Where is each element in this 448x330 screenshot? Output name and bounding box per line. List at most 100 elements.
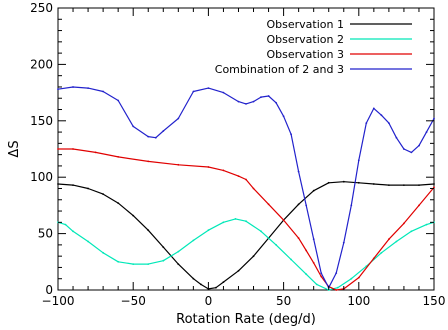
data-point-observation-3 [57,148,59,150]
data-point-observation-1 [177,263,180,265]
data-point-observation-2 [234,218,237,220]
data-point-combination-of-2-and-3 [305,204,308,207]
data-point-observation-1 [117,202,120,205]
data-point-observation-3 [433,186,435,189]
data-point-observation-1 [357,181,360,184]
data-point-observation-3 [147,160,150,163]
data-point-combination-of-2-and-3 [57,88,59,91]
data-point-observation-1 [433,183,435,185]
x-axis-label: Rotation Rate (deg/d) [176,312,316,327]
data-point-observation-2 [336,286,339,289]
data-point-observation-2 [132,263,135,265]
data-point-combination-of-2-and-3 [245,103,247,105]
x-tick-label: −100 [42,294,75,308]
data-point-combination-of-2-and-3 [433,117,435,120]
legend-label: Observation 2 [267,33,344,46]
data-point-combination-of-2-and-3 [395,136,398,139]
data-point-observation-2 [207,229,210,232]
data-point-observation-1 [342,180,345,183]
data-point-combination-of-2-and-3 [418,144,420,147]
data-point-observation-3 [222,169,225,172]
y-tick-label: 50 [38,227,53,241]
series-line-combination-of-2-and-3 [57,86,435,289]
data-point-observation-1 [162,246,165,249]
data-point-observation-1 [87,187,89,190]
data-point-observation-1 [237,269,240,272]
ticks-layer: −100 −50 0 50 100 150 0 50 100 150 200 250 [30,1,445,308]
data-point-observation-1 [102,193,104,196]
data-point-combination-of-2-and-3 [403,148,405,150]
data-point-combination-of-2-and-3 [267,95,270,97]
data-point-combination-of-2-and-3 [72,86,74,88]
y-tick-label: 100 [30,170,53,184]
data-point-observation-1 [403,184,405,187]
data-point-observation-2 [177,250,180,253]
data-point-observation-3 [72,148,74,150]
data-point-observation-3 [403,222,405,225]
data-point-observation-1 [215,286,217,289]
data-point-observation-2 [350,277,353,280]
x-tick-label: 50 [276,294,291,308]
data-point-combination-of-2-and-3 [350,204,353,207]
data-point-combination-of-2-and-3 [222,91,225,94]
data-point-observation-2 [315,283,318,286]
data-point-combination-of-2-and-3 [282,115,285,118]
data-point-combination-of-2-and-3 [320,272,323,274]
data-point-observation-2 [275,244,277,246]
x-tick-label: 0 [205,294,213,308]
data-point-observation-3 [267,203,270,206]
y-tick-label: 250 [30,1,53,15]
data-point-combination-of-2-and-3 [132,125,135,128]
data-point-observation-1 [418,184,420,187]
data-point-combination-of-2-and-3 [192,90,195,93]
data-point-combination-of-2-and-3 [297,170,300,173]
series-layer [57,86,435,291]
data-point-observation-2 [222,221,225,224]
data-point-combination-of-2-and-3 [365,122,368,124]
data-point-combination-of-2-and-3 [372,107,375,110]
data-point-combination-of-2-and-3 [290,133,292,136]
data-point-combination-of-2-and-3 [162,130,165,132]
data-point-observation-2 [290,258,292,261]
data-point-observation-2 [87,240,89,243]
data-point-observation-3 [335,289,338,291]
data-point-observation-2 [395,240,398,243]
data-point-observation-3 [237,175,240,178]
data-point-observation-2 [380,251,383,254]
series-line-observation-1 [57,181,435,290]
data-point-combination-of-2-and-3 [147,135,150,138]
data-point-observation-3 [117,156,120,158]
data-point-combination-of-2-and-3 [177,117,180,120]
series-line-observation-3 [58,148,435,291]
data-point-observation-3 [418,204,420,207]
data-point-combination-of-2-and-3 [237,100,240,103]
data-point-combination-of-2-and-3 [357,159,360,162]
data-point-observation-1 [252,255,255,258]
data-point-observation-3 [94,151,97,154]
legend-label: Observation 3 [267,48,344,61]
data-point-observation-2 [147,263,150,265]
data-point-combination-of-2-and-3 [102,90,104,93]
data-point-observation-3 [320,275,323,278]
data-point-observation-3 [372,257,375,260]
data-point-observation-3 [305,249,308,252]
plot-area-border [57,7,435,291]
data-point-observation-2 [162,259,165,262]
y-axis-label: ΔS [7,140,22,157]
data-point-observation-3 [388,238,390,241]
data-point-combination-of-2-and-3 [154,136,157,139]
data-point-observation-2 [245,220,247,223]
data-point-observation-1 [312,189,315,192]
data-point-combination-of-2-and-3 [207,87,210,89]
data-point-combination-of-2-and-3 [380,114,383,117]
data-point-observation-3 [312,262,315,264]
data-point-observation-3 [282,219,285,222]
data-point-observation-1 [72,184,74,187]
data-point-observation-1 [192,277,195,280]
data-point-observation-2 [64,223,67,226]
data-point-observation-2 [192,239,195,242]
data-point-combination-of-2-and-3 [342,241,345,244]
data-point-observation-3 [252,187,255,190]
y-tick-label: 200 [30,57,53,71]
